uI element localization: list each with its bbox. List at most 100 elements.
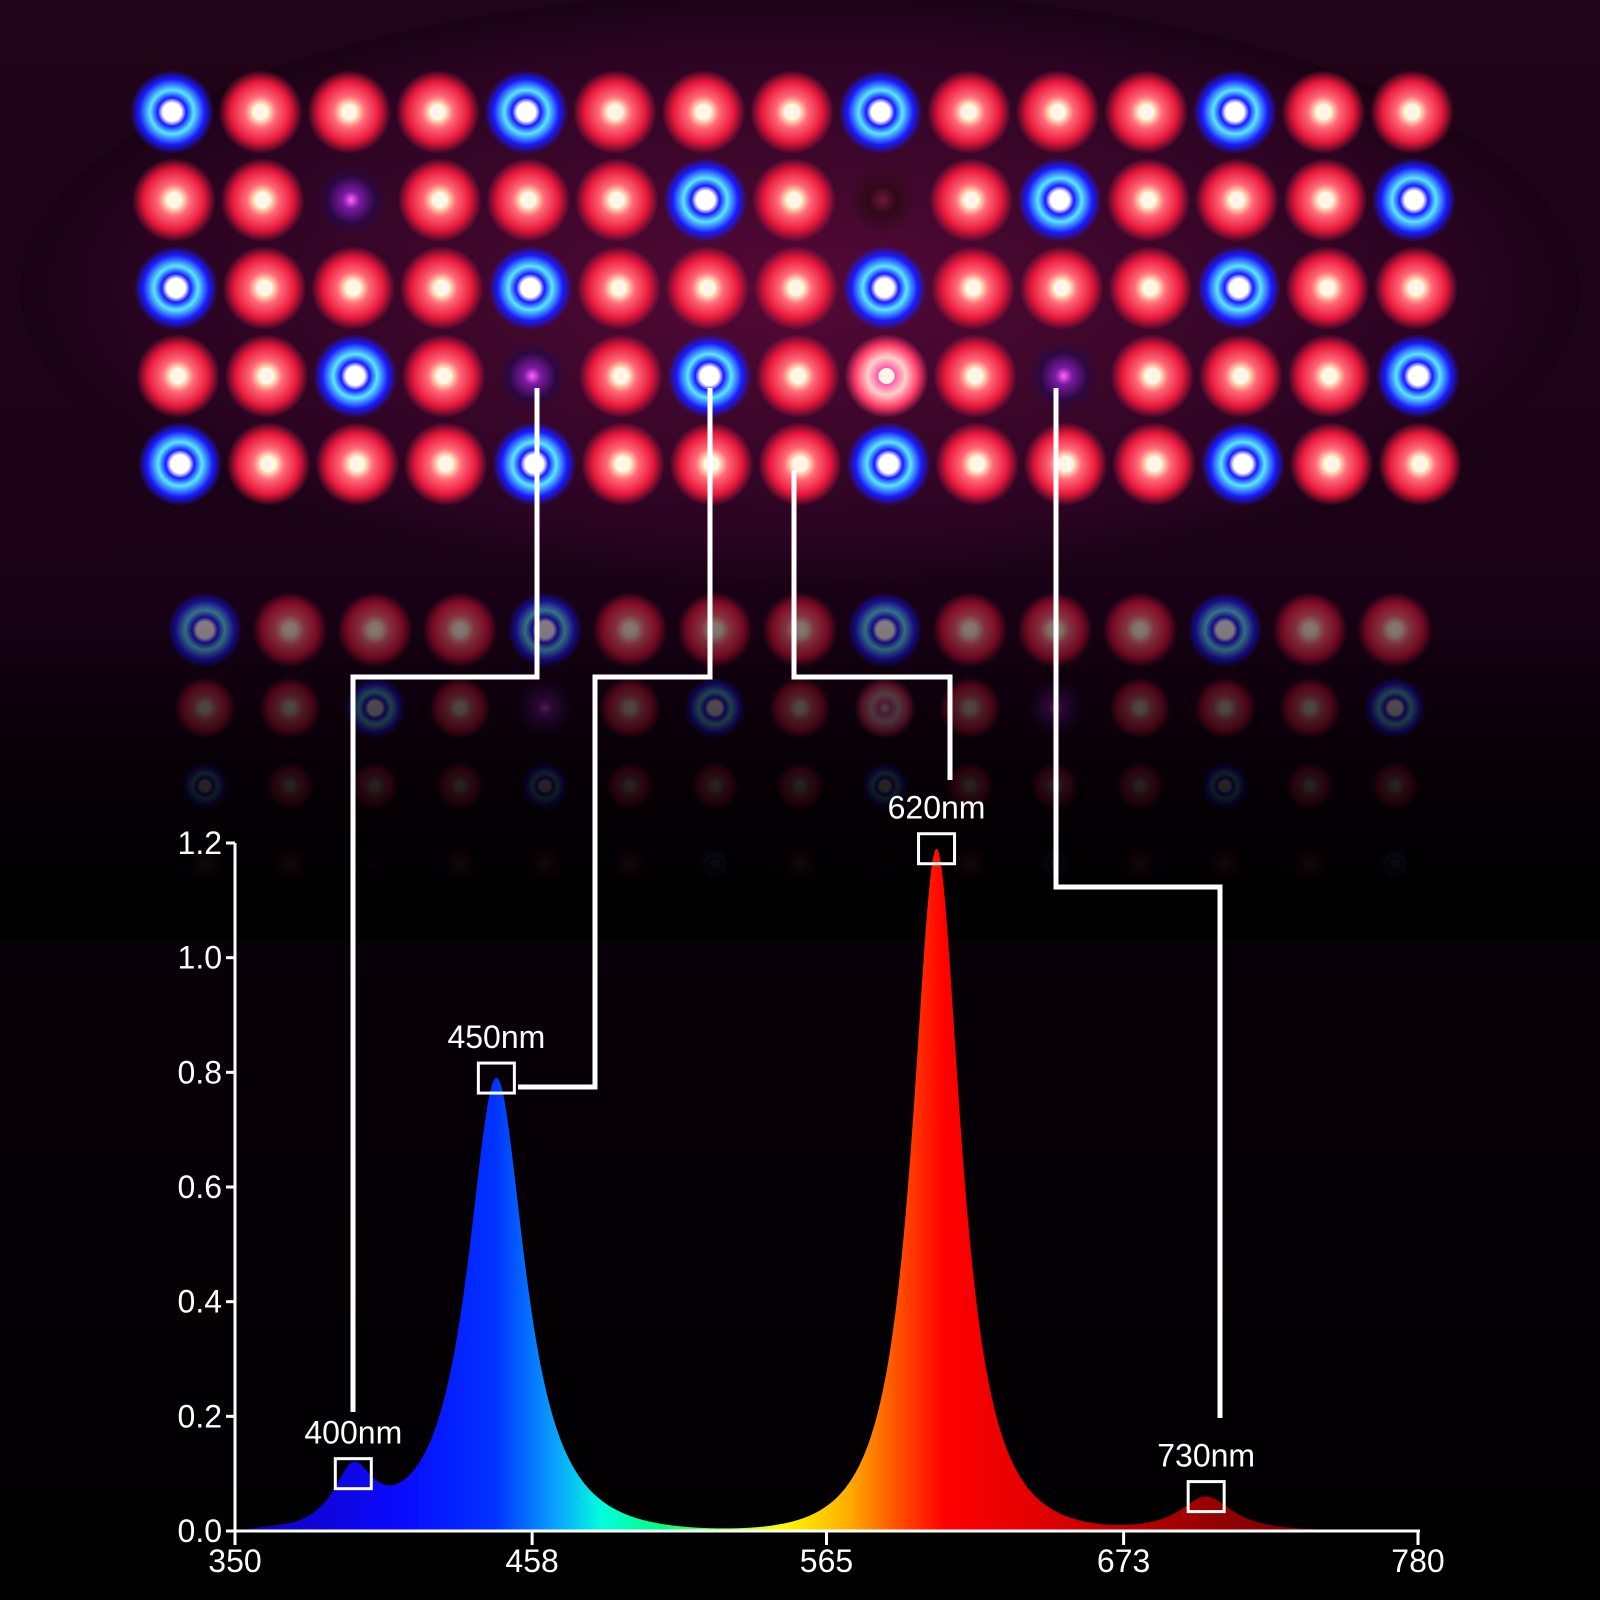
leader-line-730nm [1053,388,1223,1418]
y-tick-label: 0.6 [178,1169,222,1205]
led-off [848,166,917,234]
led-core [1234,456,1251,472]
x-axis-ticks: 350 458 565 673 780 [208,1531,1445,1579]
led-core [1057,456,1074,472]
led-core [1146,456,1163,472]
led-violet [498,342,567,410]
leader-line-400nm [350,388,540,1412]
y-tick-label: 0.4 [178,1284,222,1320]
led-core [1138,104,1155,120]
peak-label-620nm: 620nm [888,790,986,826]
led-core [876,280,893,296]
peak-label-450nm: 450nm [447,1019,545,1055]
led-core [1408,280,1424,296]
led-core [1051,192,1068,208]
led-core [608,192,625,208]
led-core [612,368,629,384]
y-tick-label: 1.2 [178,825,222,861]
led-core [699,280,716,296]
led-core [969,456,986,472]
led-panel [130,70,1462,506]
led-core [1140,192,1157,208]
led-core [784,104,800,120]
x-tick-label: 780 [1391,1543,1444,1579]
led-core [522,280,539,296]
led-core [168,280,184,296]
led-core [1410,368,1426,384]
peak-marker-620nm [917,832,957,866]
led-core [872,104,889,120]
y-tick-label: 1.0 [178,940,222,976]
led-core [433,280,450,296]
peak-marker-730nm [1186,1480,1226,1514]
led-core [614,456,631,472]
led-core [431,192,448,208]
leader-line-450nm [518,388,713,1090]
led-core [963,192,980,208]
led-core [345,280,362,296]
led-core [172,456,188,472]
led-core [347,368,364,384]
led-core [260,456,277,472]
led-core [965,280,982,296]
led-core [518,104,535,120]
led-core [1053,280,1070,296]
x-tick-label: 458 [505,1543,558,1579]
peak-markers: 400nm 450nm 620nm 730nm [304,790,1255,1514]
led-core [164,104,180,120]
led-core [1142,280,1159,296]
led-core [1315,104,1332,120]
led-core [697,192,714,208]
led-core [1321,368,1338,384]
reflection-fade [0,580,1600,940]
led-core [610,280,627,296]
led-core [166,192,182,208]
y-axis-ticks: 0.0 0.2 0.4 0.6 0.8 1.0 1.2 [178,825,235,1549]
led-core [254,192,271,208]
peak-marker-450nm [476,1061,516,1095]
y-tick-label: 0.2 [178,1398,222,1434]
led-violet [1029,342,1098,410]
peak-label-730nm: 730nm [1157,1438,1255,1474]
led-core [701,368,718,384]
led-core [170,368,186,384]
led-core [1404,104,1420,120]
peak-marker-400nm [333,1457,373,1491]
led-core [878,368,895,384]
peak-label-400nm: 400nm [304,1415,402,1451]
led-violet [317,166,386,234]
y-tick-label: 0.8 [178,1054,222,1090]
led-core [961,104,978,120]
led-core [1319,280,1336,296]
led-core [1412,456,1428,472]
led-core [256,280,273,296]
leader-line-620nm [791,470,953,780]
led-core [967,368,984,384]
x-tick-label: 350 [208,1543,261,1579]
y-tick-label: 0.0 [178,1513,222,1549]
led-core [1406,192,1422,208]
led-core [1230,280,1247,296]
led-core [786,192,802,208]
led-core [606,104,623,120]
led-core [520,192,537,208]
led-core [349,456,366,472]
led-core [1049,104,1066,120]
led-core [258,368,275,384]
leader-lines [350,388,1223,1418]
x-tick-label: 565 [800,1543,853,1579]
led-core [695,104,712,120]
led-core [1226,104,1243,120]
led-core [1232,368,1249,384]
led-core [526,456,543,472]
led-core [252,104,269,120]
led-core [1323,456,1340,472]
led-core [790,368,806,384]
x-tick-label: 673 [1097,1543,1150,1579]
led-core [429,104,446,120]
led-core [792,456,808,472]
led-core [1317,192,1334,208]
led-core [1144,368,1161,384]
led-core [435,368,452,384]
